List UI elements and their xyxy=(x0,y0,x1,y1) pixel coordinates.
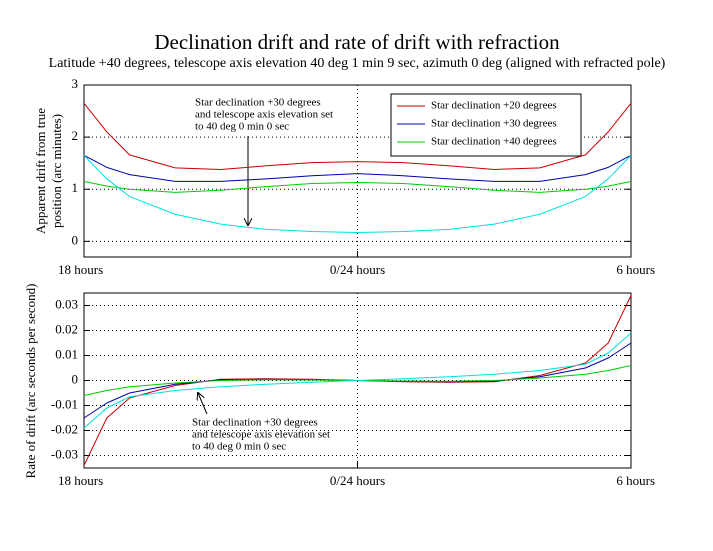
annotation: to 40 deg 0 min 0 sec xyxy=(195,121,289,133)
y-tick-label: 1 xyxy=(72,180,79,195)
y-tick-label: 0.01 xyxy=(55,346,78,361)
legend-label: Star declination +40 degrees xyxy=(431,136,557,148)
y-tick-label: 0.02 xyxy=(55,321,78,336)
y-axis-label: Rate of drift (arc seconds per second) xyxy=(23,284,38,479)
annotation: and telescope axis elevation set xyxy=(195,109,333,121)
x-tick-label: 0/24 hours xyxy=(330,473,385,488)
y-tick-label: -0.02 xyxy=(51,421,78,436)
y-tick-label: 0 xyxy=(72,371,79,386)
series-line xyxy=(83,180,632,193)
annotation: Star declination +30 degrees xyxy=(195,97,321,109)
chart-title: Declination drift and rate of drift with… xyxy=(154,30,560,54)
x-tick-label: 18 hours xyxy=(58,473,103,488)
y-tick-label: 0.03 xyxy=(55,296,78,311)
x-tick-label: 6 hours xyxy=(616,473,655,488)
annotation: and telescope axis elevation set xyxy=(192,429,330,441)
x-tick-label: 18 hours xyxy=(58,262,103,277)
chart-subtitle: Latitude +40 degrees, telescope axis ele… xyxy=(49,56,666,71)
y-tick-label: 0 xyxy=(72,232,79,247)
legend-label: Star declination +20 degrees xyxy=(431,100,557,112)
annotation: to 40 deg 0 min 0 sec xyxy=(192,441,286,453)
y-tick-label: 3 xyxy=(72,76,79,91)
annotation-arrow xyxy=(198,393,208,415)
y-tick-label: 2 xyxy=(72,128,79,143)
x-tick-label: 0/24 hours xyxy=(330,262,385,277)
y-axis-label: Apparent drift from true xyxy=(33,108,48,234)
series-line xyxy=(83,154,632,182)
y-axis-label: position (arc minutes) xyxy=(49,114,64,228)
legend-label: Star declination +30 degrees xyxy=(431,118,557,130)
y-tick-label: -0.03 xyxy=(51,446,78,461)
legend-box xyxy=(390,93,582,157)
series-line xyxy=(83,102,632,170)
y-tick-label: -0.01 xyxy=(51,396,78,411)
series-line xyxy=(83,155,632,233)
x-tick-label: 6 hours xyxy=(616,262,655,277)
annotation: Star declination +30 degrees xyxy=(192,417,318,429)
series-line xyxy=(83,332,632,429)
